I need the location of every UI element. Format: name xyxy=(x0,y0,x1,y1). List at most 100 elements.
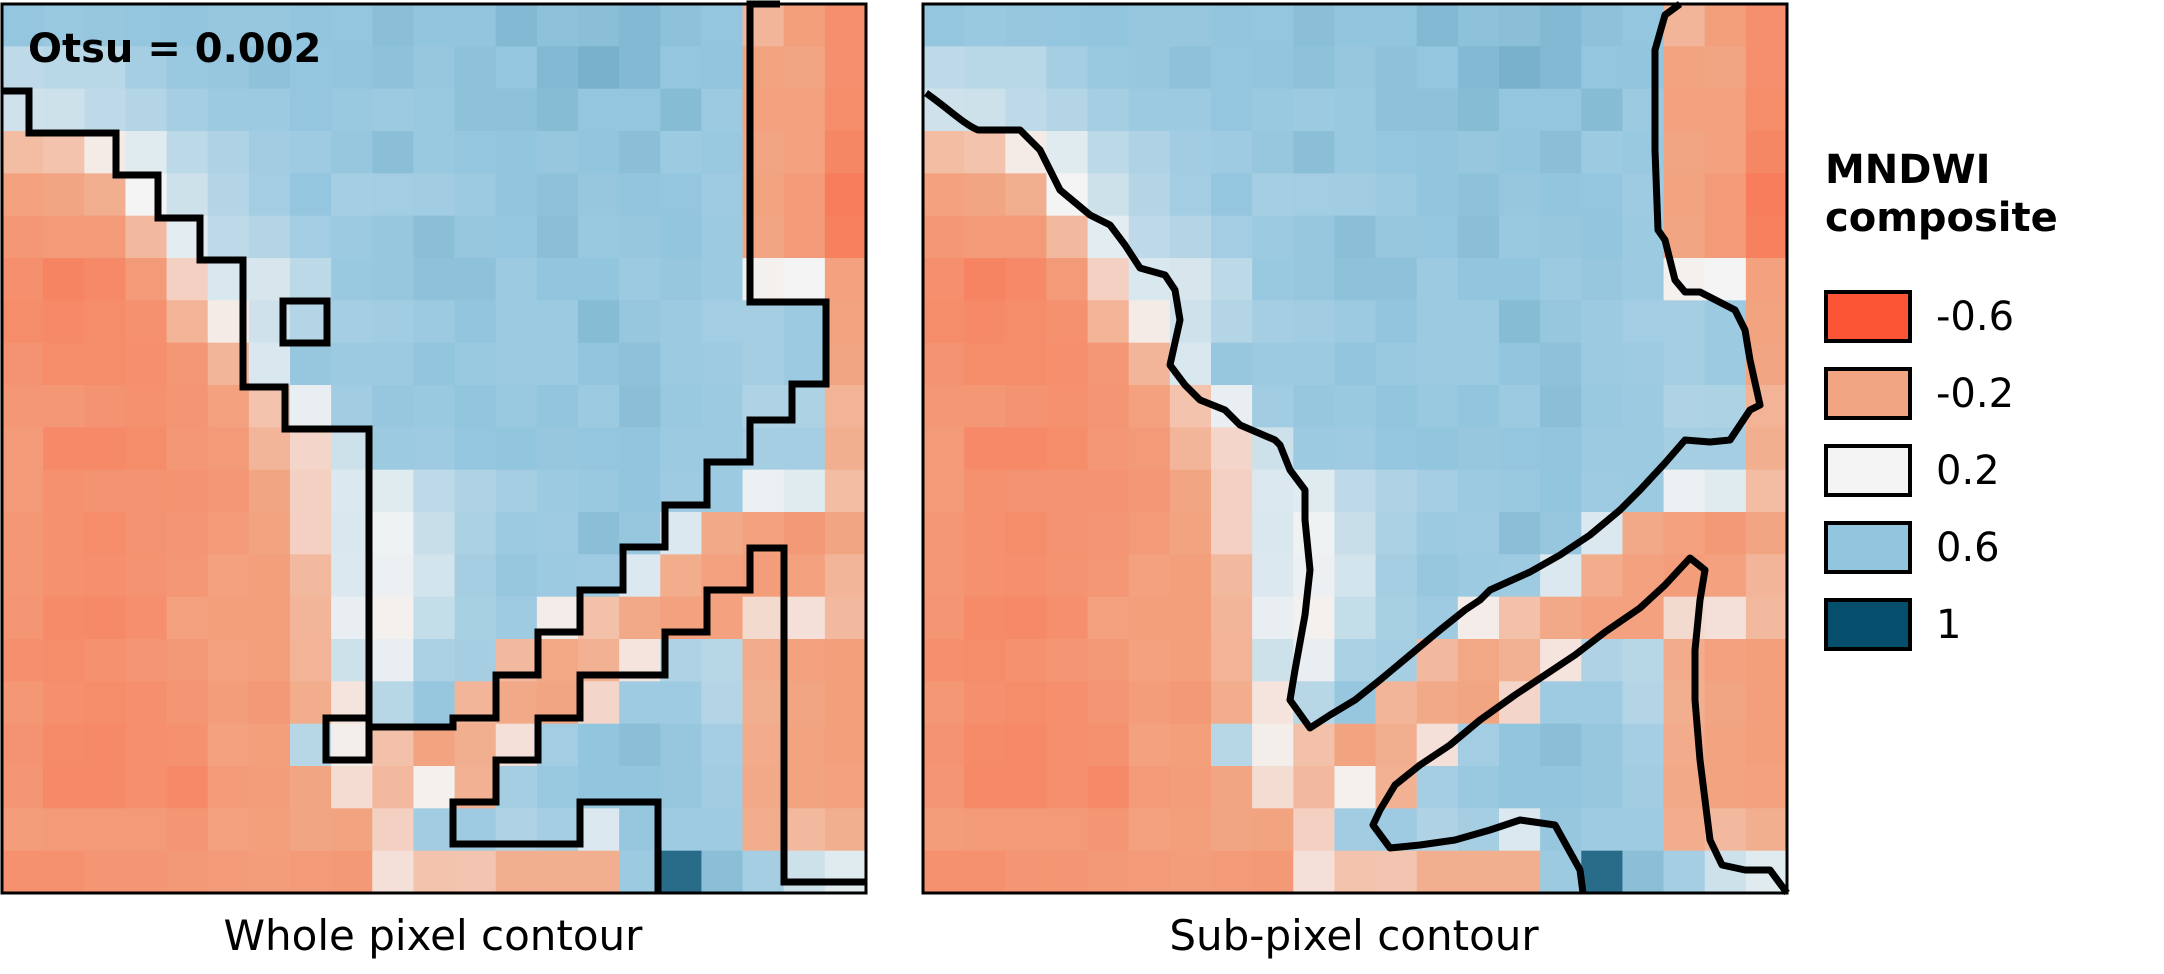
heatmap-cell xyxy=(125,596,168,640)
heatmap-cell xyxy=(454,639,497,682)
heatmap-cell xyxy=(248,723,291,767)
heatmap-cell xyxy=(1169,427,1212,471)
heatmap-cell xyxy=(1293,215,1336,259)
heatmap-cell xyxy=(1334,173,1377,217)
heatmap-cell xyxy=(578,385,620,428)
heatmap-cell xyxy=(964,342,1006,386)
heatmap-cell xyxy=(824,427,867,471)
heatmap-cell xyxy=(372,88,415,132)
heatmap-cell xyxy=(1581,4,1624,47)
heatmap-cell xyxy=(1745,88,1788,132)
heatmap-cell xyxy=(1293,4,1336,47)
heatmap-cell xyxy=(578,469,620,513)
heatmap-cell xyxy=(372,554,415,598)
heatmap-cell xyxy=(413,766,456,809)
heatmap-cell xyxy=(1457,469,1500,513)
heatmap-cell xyxy=(1087,427,1130,471)
heatmap-cell xyxy=(619,427,661,471)
heatmap-cell xyxy=(43,469,85,513)
heatmap-cell xyxy=(1087,808,1130,852)
heatmap-cell xyxy=(331,173,373,217)
heatmap-cell xyxy=(660,850,703,894)
heatmap-cell xyxy=(1622,512,1665,555)
heatmap-cell xyxy=(1704,596,1747,640)
heatmap-cell xyxy=(619,258,661,301)
heatmap-cell xyxy=(824,385,867,428)
heatmap-cell xyxy=(783,512,826,555)
heatmap-cell xyxy=(1663,173,1706,217)
heatmap-cell xyxy=(1581,173,1624,217)
heatmap-cell xyxy=(1005,808,1048,852)
heatmap-cell xyxy=(1211,723,1253,767)
heatmap-cell xyxy=(1211,342,1253,386)
heatmap-cell xyxy=(290,46,332,90)
heatmap-cell xyxy=(1745,300,1788,344)
heatmap-cell xyxy=(1745,808,1788,852)
heatmap-cell xyxy=(290,639,332,682)
heatmap-cell xyxy=(701,723,744,767)
heatmap-cell xyxy=(536,427,579,471)
heatmap-cell xyxy=(1169,469,1212,513)
heatmap-cell xyxy=(824,469,867,513)
heatmap-cell xyxy=(536,469,579,513)
heatmap-cell xyxy=(1581,46,1624,90)
heatmap-cell xyxy=(1581,88,1624,132)
heatmap-cell xyxy=(290,427,332,471)
heatmap-cell xyxy=(495,766,538,809)
heatmap-cell xyxy=(1252,766,1294,809)
heatmap-cell xyxy=(290,850,332,894)
heatmap-cell xyxy=(1005,723,1048,767)
heatmap-cell xyxy=(1581,469,1624,513)
heatmap-cell xyxy=(783,300,826,344)
heatmap-cell xyxy=(2,681,44,725)
heatmap-cell xyxy=(701,215,744,259)
heatmap-cell xyxy=(1169,639,1212,682)
heatmap-cell xyxy=(1581,131,1624,174)
heatmap-cell xyxy=(1087,512,1130,555)
heatmap-cell xyxy=(1375,258,1418,301)
heatmap-cell xyxy=(125,300,168,344)
heatmap-cell xyxy=(1375,342,1418,386)
heatmap-cell xyxy=(1745,131,1788,174)
heatmap-cell xyxy=(1416,469,1459,513)
heatmap-cell xyxy=(413,596,456,640)
heatmap-cell xyxy=(1293,173,1336,217)
heatmap-cell xyxy=(125,850,168,894)
heatmap-cell xyxy=(964,258,1006,301)
heatmap-cell xyxy=(578,4,620,47)
heatmap-cell xyxy=(43,554,85,598)
heatmap-cell xyxy=(1745,215,1788,259)
heatmap-cell xyxy=(1540,385,1582,428)
heatmap-cell xyxy=(413,46,456,90)
heatmap-cell xyxy=(43,215,85,259)
legend-swatch xyxy=(1824,598,1912,651)
heatmap-cell xyxy=(43,342,85,386)
heatmap-cell xyxy=(1622,850,1665,894)
heatmap-cell xyxy=(1581,385,1624,428)
heatmap-cell xyxy=(495,469,538,513)
heatmap-cell xyxy=(84,681,127,725)
heatmap-cell xyxy=(84,639,127,682)
heatmap-cell xyxy=(783,342,826,386)
heatmap-cell xyxy=(413,427,456,471)
heatmap-cell xyxy=(1622,427,1665,471)
heatmap-cell xyxy=(125,469,168,513)
heatmap-cell xyxy=(372,596,415,640)
heatmap-cell xyxy=(824,258,867,301)
heatmap-cell xyxy=(43,723,85,767)
heatmap-cell xyxy=(964,385,1006,428)
heatmap-cell xyxy=(207,469,250,513)
heatmap-cell xyxy=(125,681,168,725)
heatmap-cell xyxy=(1663,639,1706,682)
heatmap-cell xyxy=(1499,4,1541,47)
heatmap-cell xyxy=(923,215,965,259)
heatmap-cell xyxy=(290,88,332,132)
heatmap-cell xyxy=(1416,300,1459,344)
heatmap-cell xyxy=(1704,4,1747,47)
heatmap-cell xyxy=(1334,596,1377,640)
heatmap-cell xyxy=(1046,131,1089,174)
legend-swatch xyxy=(1824,444,1912,497)
heatmap-cell xyxy=(413,300,456,344)
heatmap-cell xyxy=(619,469,661,513)
heatmap-cell xyxy=(1581,215,1624,259)
